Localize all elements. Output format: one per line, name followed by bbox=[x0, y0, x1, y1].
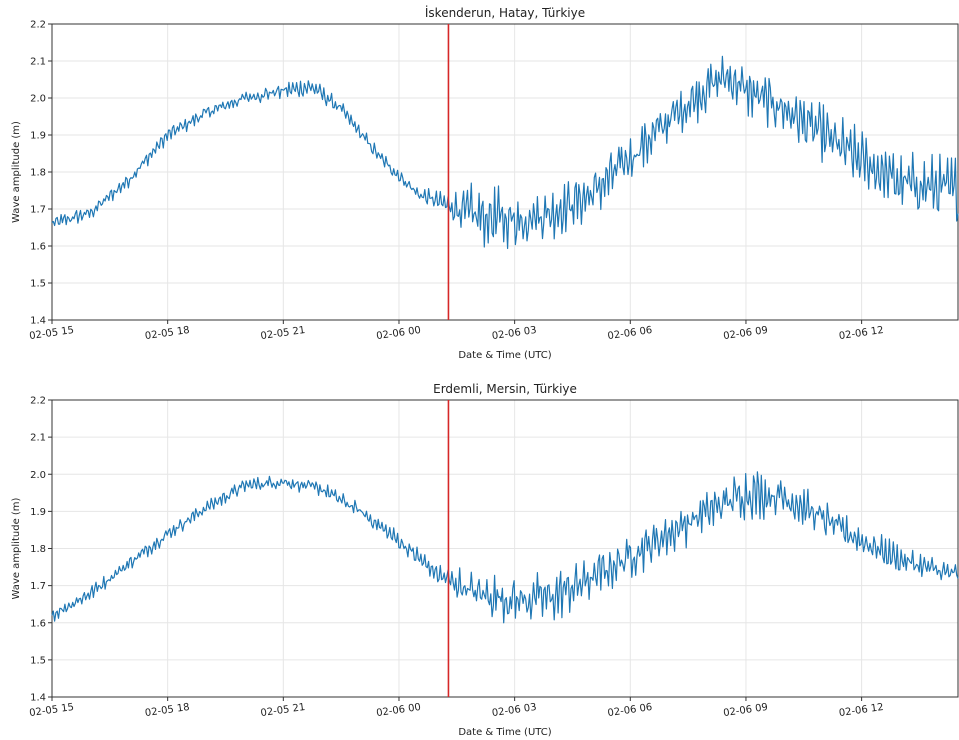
x-tick-label: 02-06 12 bbox=[838, 702, 884, 719]
y-tick-label: 1.9 bbox=[30, 131, 46, 142]
x-tick-label: 02-06 09 bbox=[723, 702, 769, 719]
x-tick-label: 02-06 00 bbox=[376, 325, 422, 342]
y-tick-label: 1.6 bbox=[30, 242, 46, 253]
y-tick-label: 1.8 bbox=[30, 544, 46, 555]
x-tick-label: 02-06 12 bbox=[838, 325, 884, 342]
wave-series-line bbox=[51, 55, 959, 250]
y-tick-label: 1.6 bbox=[30, 618, 46, 629]
wave-series-line bbox=[51, 471, 959, 624]
x-tick-label: 02-06 06 bbox=[607, 325, 653, 342]
y-tick-label: 1.8 bbox=[30, 168, 46, 179]
y-tick-label: 1.4 bbox=[30, 316, 46, 327]
x-tick-label: 02-05 18 bbox=[144, 702, 190, 719]
y-tick-label: 2.1 bbox=[30, 57, 46, 68]
x-tick-label: 02-06 09 bbox=[723, 325, 769, 342]
y-tick-label: 1.5 bbox=[30, 279, 46, 290]
y-axis-label: Wave amplitude (m) bbox=[11, 121, 22, 223]
y-axis-label: Wave amplitude (m) bbox=[11, 497, 22, 599]
x-axis-label: Date & Time (UTC) bbox=[458, 727, 551, 738]
y-tick-label: 1.5 bbox=[30, 655, 46, 666]
x-tick-label: 02-06 03 bbox=[491, 325, 537, 342]
y-tick-label: 2.0 bbox=[30, 94, 46, 105]
x-tick-label: 02-06 06 bbox=[607, 702, 653, 719]
x-tick-label: 02-05 21 bbox=[260, 325, 306, 342]
chart-title: Erdemli, Mersin, Türkiye bbox=[433, 382, 577, 396]
x-tick-label: 02-05 15 bbox=[29, 702, 75, 719]
y-tick-label: 1.9 bbox=[30, 507, 46, 518]
chart-title: İskenderun, Hatay, Türkiye bbox=[425, 5, 585, 20]
y-tick-label: 2.2 bbox=[30, 396, 46, 407]
x-tick-label: 02-05 18 bbox=[144, 325, 190, 342]
x-tick-label: 02-05 21 bbox=[260, 702, 306, 719]
y-tick-label: 2.0 bbox=[30, 470, 46, 481]
y-tick-label: 2.2 bbox=[30, 20, 46, 31]
plot-frame bbox=[51, 23, 959, 321]
x-tick-label: 02-05 15 bbox=[29, 325, 75, 342]
y-tick-label: 2.1 bbox=[30, 433, 46, 444]
x-axis-label: Date & Time (UTC) bbox=[458, 350, 551, 361]
plot-frame bbox=[51, 399, 959, 698]
y-tick-label: 1.7 bbox=[30, 581, 46, 592]
y-tick-label: 1.7 bbox=[30, 205, 46, 216]
x-tick-label: 02-06 03 bbox=[491, 702, 537, 719]
y-tick-label: 1.4 bbox=[30, 693, 46, 704]
x-tick-label: 02-06 00 bbox=[376, 702, 422, 719]
